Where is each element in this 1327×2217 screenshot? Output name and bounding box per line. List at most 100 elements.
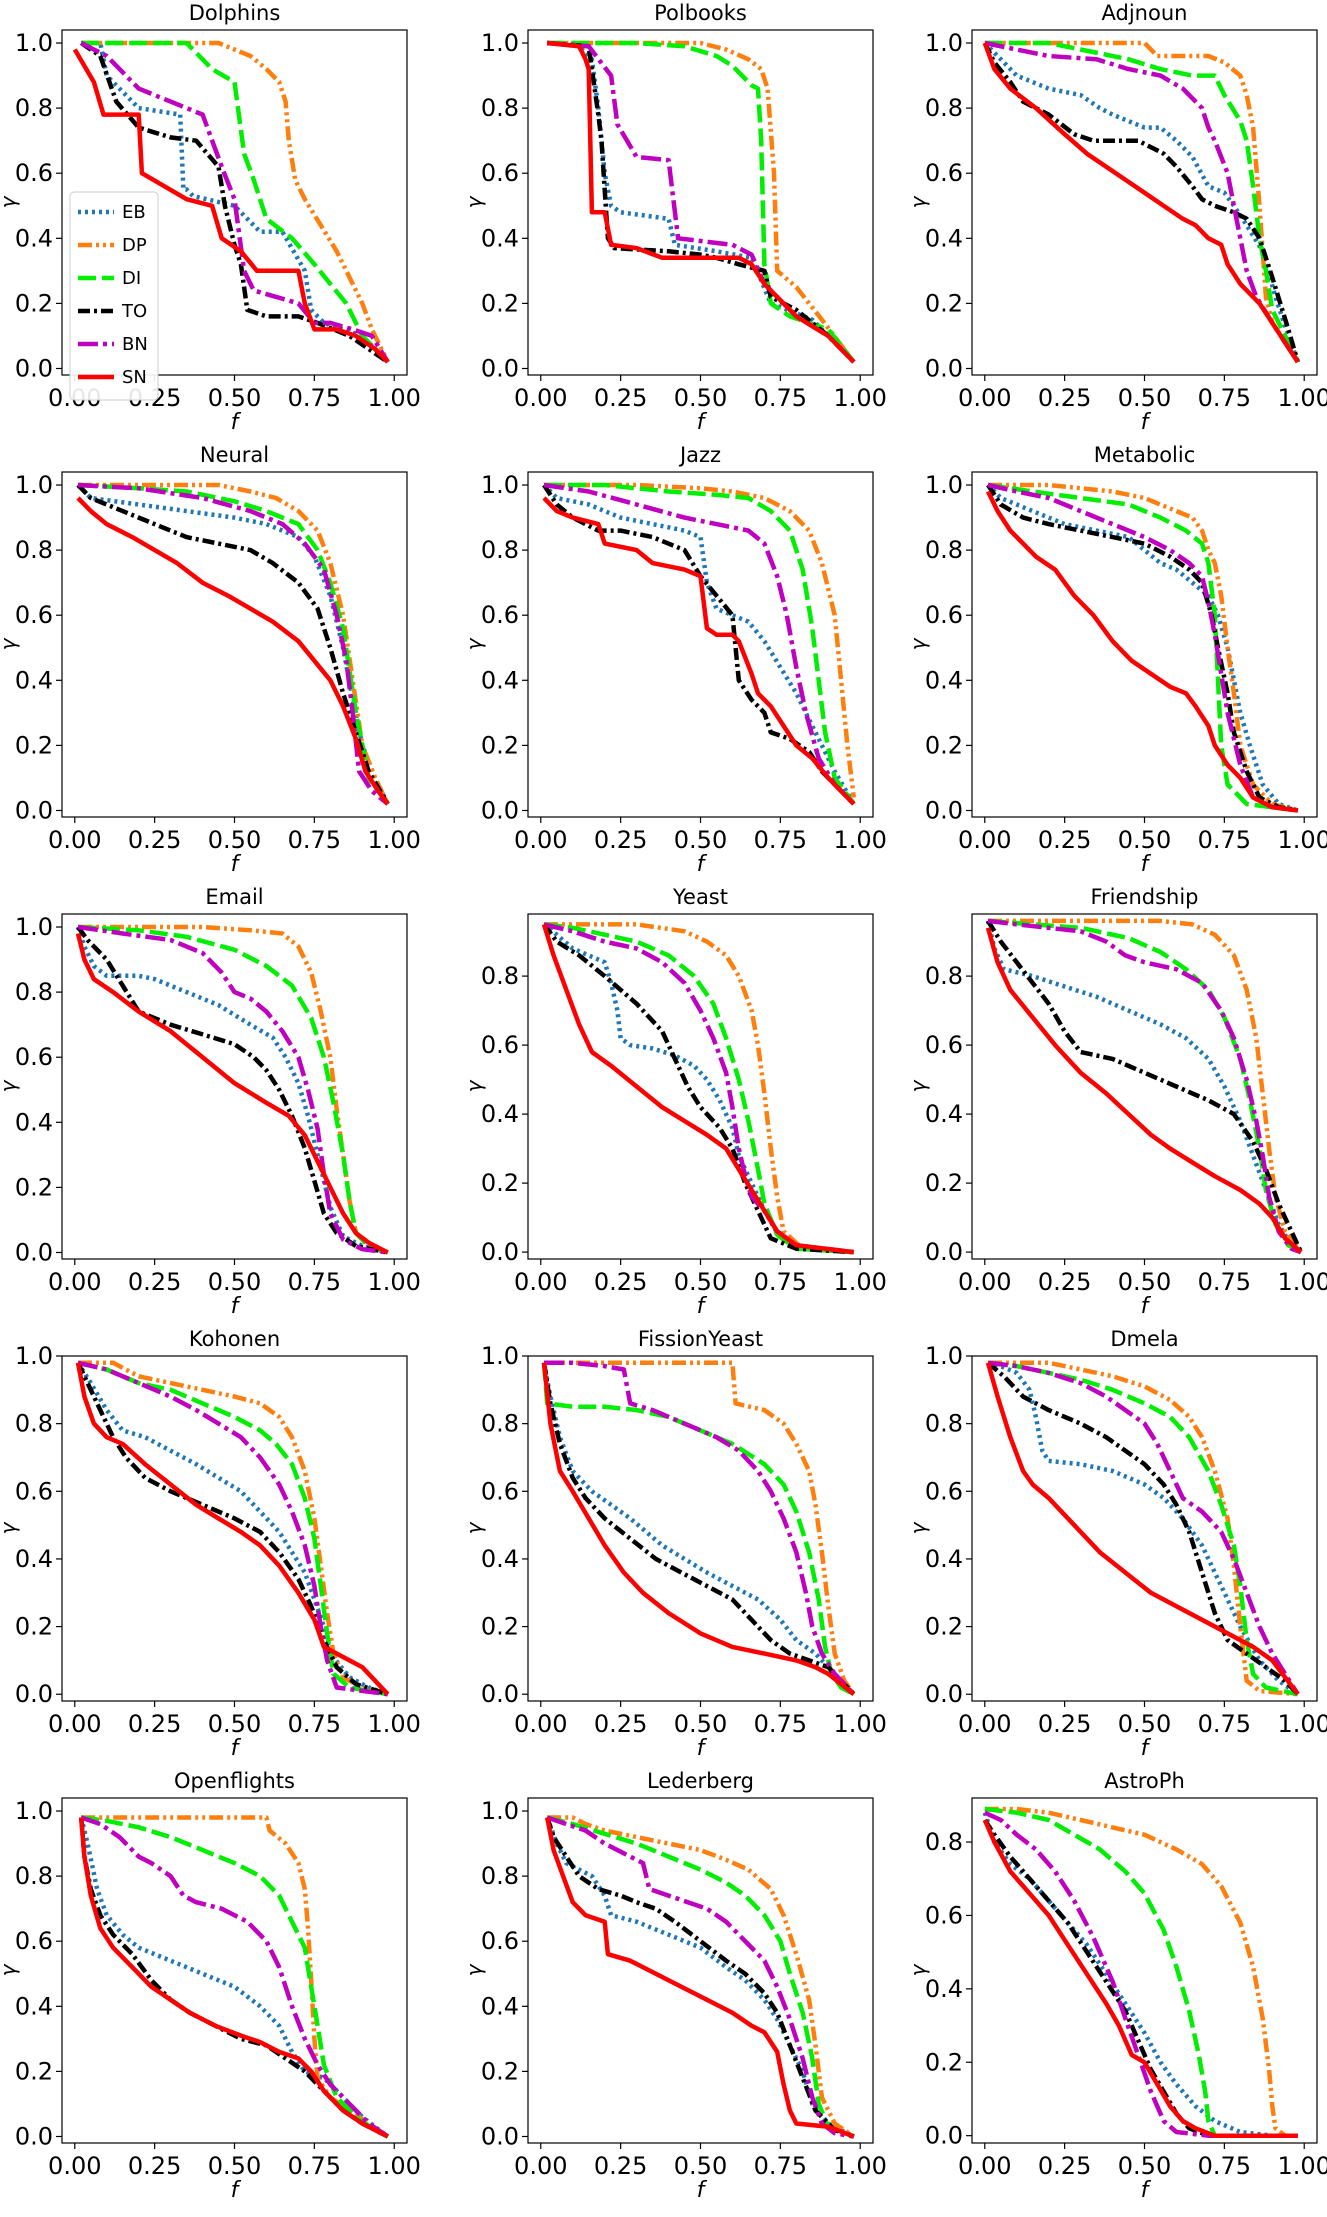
y-tick-label: 0.6 <box>925 601 963 629</box>
x-tick-label: 0.50 <box>208 826 261 854</box>
series-group <box>982 40 1300 364</box>
y-tick-label: 1.0 <box>481 29 519 57</box>
y-tick-label: 1.0 <box>15 913 53 941</box>
axes-frame <box>61 471 408 818</box>
x-tick-label: 0.75 <box>1198 384 1251 412</box>
x-tick-label: 0.75 <box>754 2152 807 2180</box>
y-tick-label: 0.4 <box>925 1545 963 1573</box>
y-tick-label: 0.4 <box>15 1108 53 1136</box>
y-tick-label: 0.6 <box>925 1477 963 1505</box>
y-axis-label: γ <box>0 1963 20 1976</box>
panel-adjnoun: Adjnoun 0.00 0.25 0.50 0.75 1.00 0.0 0.2 0.4 0.6 0… <box>906 1 1327 435</box>
series-line-bn <box>544 1360 856 1696</box>
y-tick-label: 0.6 <box>481 1031 519 1059</box>
series-line-eb <box>541 1362 856 1696</box>
y-tick-label: 0.8 <box>481 94 519 122</box>
series-group <box>75 1360 390 1697</box>
x-axis-label: f <box>1141 1736 1152 1761</box>
x-tick-label: 0.50 <box>208 384 261 412</box>
series-line-bn <box>80 1815 390 2139</box>
series-line-di <box>544 482 856 806</box>
series-line-sn <box>72 48 390 364</box>
series-line-dp <box>81 40 390 363</box>
series-line-bn <box>984 40 1300 364</box>
y-tick-label: 0.6 <box>15 1043 53 1071</box>
panel-title: Neural <box>200 443 269 467</box>
x-tick-label: 0.25 <box>128 1710 181 1738</box>
x-tick-label: 0.25 <box>1038 826 1091 854</box>
y-tick-label: 0.2 <box>481 1613 519 1641</box>
x-tick-label: 0.50 <box>208 1710 261 1738</box>
panel-friendship: Friendship 0.00 0.25 0.50 0.75 1.00 0.0 0.2 0.4 0… <box>906 885 1327 1319</box>
series-line-sn <box>75 1362 390 1696</box>
series-line-di <box>541 1362 855 1697</box>
y-tick-label: 0.8 <box>481 536 519 564</box>
y-tick-label: 0.6 <box>15 1927 53 1955</box>
y-axis-label: γ <box>462 195 486 208</box>
series-line-dp <box>78 482 390 805</box>
y-tick-label: 0.6 <box>925 159 963 187</box>
y-tick-label: 0.4 <box>481 666 519 694</box>
series-line-eb <box>79 1816 390 2139</box>
y-tick-label: 0.4 <box>15 666 53 694</box>
x-tick-label: 0.75 <box>288 1710 341 1738</box>
x-axis-label: f <box>231 410 242 435</box>
x-tick-label: 0.00 <box>514 1268 567 1296</box>
y-tick-label: 0.0 <box>15 2122 53 2150</box>
x-axis-label: f <box>697 1294 708 1319</box>
y-tick-label: 0.4 <box>925 666 963 694</box>
series-line-sn <box>985 1362 1300 1696</box>
y-tick-label: 0.4 <box>925 1975 963 2003</box>
series-line-dp <box>547 1815 856 2139</box>
x-tick-label: 0.25 <box>594 1710 647 1738</box>
panel-title: Dolphins <box>189 1 281 25</box>
series-line-sn <box>542 496 856 806</box>
y-axis-label: γ <box>906 1079 930 1092</box>
x-tick-label: 0.75 <box>288 826 341 854</box>
series-line-di <box>81 40 390 364</box>
panel-dolphins: Dolphins0.000.250.500.751.000.00.20.40.6… <box>0 1 421 435</box>
y-tick-label: 0.0 <box>481 1680 519 1708</box>
series-line-dp <box>544 922 854 1255</box>
legend-label-to: TO <box>121 301 147 322</box>
series-group <box>542 482 857 806</box>
x-axis-label: f <box>1141 852 1152 877</box>
y-tick-label: 0.6 <box>481 1477 519 1505</box>
y-tick-label: 0.2 <box>481 731 519 759</box>
series-line-sn <box>78 1817 389 2139</box>
series-line-bn <box>543 922 855 1255</box>
y-tick-label: 0.8 <box>481 1862 519 1890</box>
panel-title: Yeast <box>672 885 728 909</box>
axes-frame <box>527 29 874 376</box>
series-line-eb <box>76 483 390 805</box>
x-tick-label: 0.75 <box>1198 2152 1251 2180</box>
x-axis-label: f <box>231 1736 242 1761</box>
y-axis-label: γ <box>0 637 20 650</box>
panel-title: Adjnoun <box>1102 1 1188 25</box>
series-line-di <box>984 40 1300 363</box>
series-line-eb <box>75 926 389 1255</box>
series-line-dp <box>78 1360 389 1697</box>
series-line-to <box>982 42 1300 363</box>
x-tick-label: 0.00 <box>958 1268 1011 1296</box>
series-line-sn <box>985 490 1299 813</box>
y-tick-label: 0.6 <box>15 601 53 629</box>
series-line-bn <box>77 924 389 1255</box>
series-group <box>72 40 390 364</box>
y-tick-label: 0.0 <box>925 1680 963 1708</box>
y-tick-label: 0.8 <box>15 536 53 564</box>
panel-jazz: Jazz 0.00 0.25 0.50 0.75 1.00 0.0 0.2 0.4 0.6 0.8 1… <box>462 443 887 877</box>
x-tick-label: 0.00 <box>48 826 101 854</box>
series-line-bn <box>546 1815 855 2139</box>
panel-openflights: Openflights 0.00 0.25 0.50 0.75 1.00 0.0 0.2 0.4… <box>0 1769 421 2203</box>
y-tick-label: 0.0 <box>15 796 53 824</box>
series-group <box>544 1815 856 2139</box>
y-tick-label: 0.0 <box>15 1680 53 1708</box>
x-tick-label: 0.50 <box>674 826 727 854</box>
x-tick-label: 0.25 <box>594 384 647 412</box>
x-axis-label: f <box>1141 410 1152 435</box>
series-line-eb <box>982 1811 1298 2138</box>
panel-dmela: Dmela 0.00 0.25 0.50 0.75 1.00 0.0 0.2 0.4 0.6 0.8… <box>906 1327 1327 1761</box>
y-tick-label: 1.0 <box>15 471 53 499</box>
